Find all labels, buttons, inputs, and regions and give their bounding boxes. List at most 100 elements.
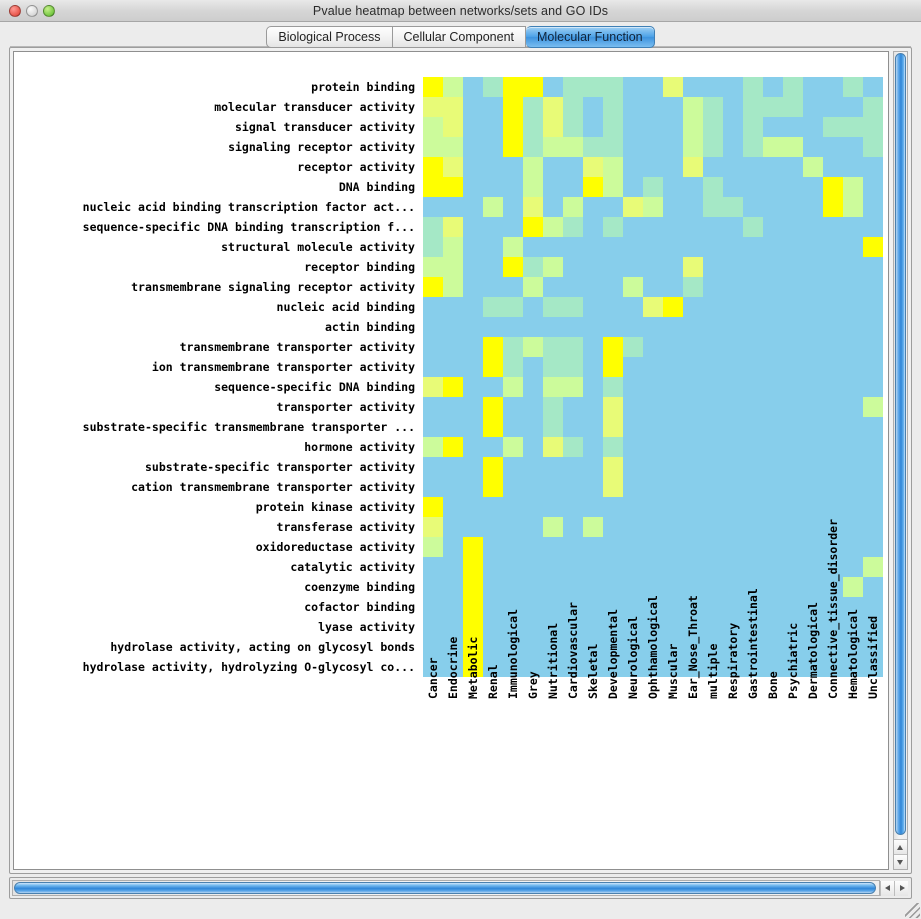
- heatmap-cell[interactable]: [423, 257, 443, 277]
- scroll-right-arrow-icon[interactable]: [894, 881, 908, 896]
- heatmap-cell[interactable]: [763, 657, 783, 677]
- heatmap-cell[interactable]: [743, 217, 763, 237]
- heatmap-cell[interactable]: [763, 277, 783, 297]
- heatmap-cell[interactable]: [863, 637, 883, 657]
- heatmap-cell[interactable]: [423, 537, 443, 557]
- heatmap-cell[interactable]: [763, 617, 783, 637]
- heatmap-cell[interactable]: [723, 517, 743, 537]
- heatmap-cell[interactable]: [803, 337, 823, 357]
- heatmap-cell[interactable]: [663, 657, 683, 677]
- heatmap-cell[interactable]: [743, 457, 763, 477]
- heatmap-cell[interactable]: [603, 217, 623, 237]
- heatmap-cell[interactable]: [443, 417, 463, 437]
- heatmap-cell[interactable]: [603, 157, 623, 177]
- heatmap-cell[interactable]: [443, 337, 463, 357]
- heatmap-cell[interactable]: [803, 497, 823, 517]
- heatmap-cell[interactable]: [563, 537, 583, 557]
- heatmap-cell[interactable]: [543, 557, 563, 577]
- heatmap-cell[interactable]: [643, 337, 663, 357]
- heatmap-cell[interactable]: [483, 97, 503, 117]
- heatmap-cell[interactable]: [683, 197, 703, 217]
- heatmap-cell[interactable]: [863, 337, 883, 357]
- heatmap-cell[interactable]: [823, 77, 843, 97]
- heatmap-cell[interactable]: [443, 117, 463, 137]
- heatmap-cell[interactable]: [703, 277, 723, 297]
- heatmap-cell[interactable]: [563, 117, 583, 137]
- heatmap-cell[interactable]: [423, 277, 443, 297]
- heatmap-cell[interactable]: [763, 437, 783, 457]
- heatmap-cell[interactable]: [623, 297, 643, 317]
- heatmap-cell[interactable]: [603, 497, 623, 517]
- heatmap-cell[interactable]: [643, 617, 663, 637]
- heatmap-cell[interactable]: [843, 637, 863, 657]
- heatmap-cell[interactable]: [683, 597, 703, 617]
- heatmap-cell[interactable]: [423, 97, 443, 117]
- heatmap-cell[interactable]: [663, 157, 683, 177]
- heatmap-cell[interactable]: [623, 357, 643, 377]
- heatmap-cell[interactable]: [743, 597, 763, 617]
- heatmap-cell[interactable]: [563, 357, 583, 377]
- heatmap-cell[interactable]: [543, 97, 563, 117]
- heatmap-cell[interactable]: [723, 157, 743, 177]
- heatmap-cell[interactable]: [663, 457, 683, 477]
- heatmap-cell[interactable]: [623, 217, 643, 237]
- heatmap-cell[interactable]: [603, 457, 623, 477]
- heatmap-cell[interactable]: [683, 137, 703, 157]
- heatmap-cell[interactable]: [523, 97, 543, 117]
- heatmap-cell[interactable]: [743, 577, 763, 597]
- heatmap-cell[interactable]: [863, 97, 883, 117]
- heatmap-cell[interactable]: [583, 517, 603, 537]
- heatmap-cell[interactable]: [863, 437, 883, 457]
- heatmap-cell[interactable]: [443, 397, 463, 417]
- heatmap-cell[interactable]: [683, 217, 703, 237]
- heatmap-cell[interactable]: [423, 237, 443, 257]
- heatmap-cell[interactable]: [763, 217, 783, 237]
- heatmap-cell[interactable]: [803, 557, 823, 577]
- heatmap-cell[interactable]: [543, 637, 563, 657]
- heatmap-cell[interactable]: [443, 597, 463, 617]
- heatmap-cell[interactable]: [603, 477, 623, 497]
- heatmap-cell[interactable]: [663, 637, 683, 657]
- heatmap-cell[interactable]: [843, 457, 863, 477]
- heatmap-cell[interactable]: [623, 197, 643, 217]
- heatmap-cell[interactable]: [803, 377, 823, 397]
- heatmap-cell[interactable]: [583, 357, 603, 377]
- heatmap-cell[interactable]: [723, 557, 743, 577]
- heatmap-cell[interactable]: [443, 157, 463, 177]
- heatmap-cell[interactable]: [743, 357, 763, 377]
- heatmap-cell[interactable]: [623, 617, 643, 637]
- heatmap-cell[interactable]: [863, 537, 883, 557]
- heatmap-cell[interactable]: [443, 77, 463, 97]
- heatmap-cell[interactable]: [463, 217, 483, 237]
- heatmap-cell[interactable]: [683, 77, 703, 97]
- heatmap-cell[interactable]: [663, 577, 683, 597]
- heatmap-cell[interactable]: [503, 617, 523, 637]
- heatmap-cell[interactable]: [783, 377, 803, 397]
- heatmap-cell[interactable]: [723, 657, 743, 677]
- heatmap-cell[interactable]: [663, 237, 683, 257]
- heatmap-cell[interactable]: [523, 517, 543, 537]
- heatmap-cell[interactable]: [523, 237, 543, 257]
- heatmap-cell[interactable]: [503, 477, 523, 497]
- heatmap-cell[interactable]: [803, 457, 823, 477]
- heatmap-cell[interactable]: [643, 97, 663, 117]
- heatmap-cell[interactable]: [843, 277, 863, 297]
- heatmap-cell[interactable]: [723, 117, 743, 137]
- heatmap-cell[interactable]: [743, 77, 763, 97]
- heatmap-cell[interactable]: [483, 197, 503, 217]
- heatmap-cell[interactable]: [703, 217, 723, 237]
- heatmap-cell[interactable]: [583, 237, 603, 257]
- heatmap-cell[interactable]: [803, 617, 823, 637]
- heatmap-cell[interactable]: [563, 277, 583, 297]
- heatmap-cell[interactable]: [763, 397, 783, 417]
- heatmap-cell[interactable]: [603, 597, 623, 617]
- heatmap-cell[interactable]: [483, 177, 503, 197]
- heatmap-cell[interactable]: [703, 637, 723, 657]
- heatmap-cell[interactable]: [503, 637, 523, 657]
- heatmap-cell[interactable]: [423, 657, 443, 677]
- heatmap-cell[interactable]: [563, 177, 583, 197]
- heatmap-cell[interactable]: [763, 197, 783, 217]
- heatmap-cell[interactable]: [583, 277, 603, 297]
- heatmap-cell[interactable]: [843, 377, 863, 397]
- heatmap-cell[interactable]: [503, 497, 523, 517]
